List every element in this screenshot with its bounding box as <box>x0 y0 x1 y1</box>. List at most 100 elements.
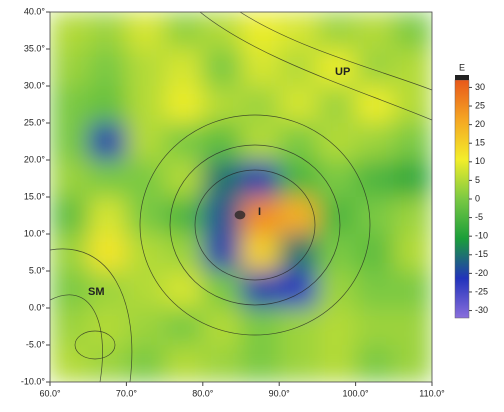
heat-cell <box>394 271 433 309</box>
heat-cell <box>356 49 395 87</box>
heat-cell <box>394 345 433 383</box>
y-tick-label: -10.0° <box>21 376 46 386</box>
y-tick-label: 0.0° <box>29 302 46 312</box>
heat-cell <box>279 12 318 50</box>
heat-cell <box>50 308 89 346</box>
heat-cell <box>356 345 395 383</box>
heat-cell <box>241 345 280 383</box>
center-marker <box>235 211 245 219</box>
heat-cell <box>203 234 242 272</box>
colorbar-title: E <box>459 62 465 72</box>
heat-cell <box>50 86 89 124</box>
y-tick-label: 5.0° <box>29 265 46 275</box>
colorbar-cap <box>455 75 469 80</box>
heat-cell <box>394 197 433 235</box>
heat-cell <box>165 345 204 383</box>
colorbar-tick-label: 20 <box>475 119 485 129</box>
heat-cell <box>241 160 280 198</box>
heat-cell <box>356 308 395 346</box>
heat-cell <box>126 86 165 124</box>
y-tick-label: 30.0° <box>24 80 46 90</box>
heat-cell <box>165 86 204 124</box>
chart: UP I SM E 60.0°70.0°80.0°90.0°100.0°110.… <box>0 0 504 407</box>
heat-cell <box>241 308 280 346</box>
annotation: UP <box>335 66 350 78</box>
x-tick-label: 100.0° <box>343 388 370 398</box>
heat-cell <box>394 234 433 272</box>
y-tick-label: 40.0° <box>24 6 46 16</box>
y-tick-label: 10.0° <box>24 228 46 238</box>
colorbar-tick-label: -30 <box>475 305 488 315</box>
heat-cell <box>50 345 89 383</box>
heat-cell <box>356 86 395 124</box>
heat-cell <box>394 308 433 346</box>
x-tick-label: 60.0° <box>39 388 61 398</box>
heat-cell <box>165 308 204 346</box>
heat-cell <box>126 12 165 50</box>
heat-cell <box>356 197 395 235</box>
colorbar-tick-label: -10 <box>475 231 488 241</box>
heat-cell <box>88 197 127 235</box>
annotation: I <box>258 206 261 218</box>
heat-cell <box>356 271 395 309</box>
heat-cell <box>279 234 318 272</box>
heat-cell <box>394 160 433 198</box>
y-tick-label: 35.0° <box>24 43 46 53</box>
x-tick-label: 110.0° <box>419 388 445 398</box>
x-tick-label: 80.0° <box>192 388 214 398</box>
heat-cell <box>203 49 242 87</box>
heat-cell <box>165 234 204 272</box>
heat-cell <box>317 86 356 124</box>
heat-cell <box>279 49 318 87</box>
x-tick-label: 90.0° <box>269 388 291 398</box>
heat-cell <box>317 271 356 309</box>
heat-cell <box>203 308 242 346</box>
y-tick-label: 25.0° <box>24 117 46 127</box>
heat-cell <box>50 49 89 87</box>
heat-cell <box>279 86 318 124</box>
heat-cell <box>88 308 127 346</box>
heat-cell <box>88 123 127 161</box>
heat-cell <box>126 271 165 309</box>
heat-cell <box>241 49 280 87</box>
colorbar-tick-label: -20 <box>475 268 488 278</box>
colorbar-tick-label: 0 <box>475 193 480 203</box>
heat-cell <box>279 345 318 383</box>
heat-cell <box>165 123 204 161</box>
heat-cell <box>394 123 433 161</box>
colorbar <box>455 80 469 318</box>
heat-cell <box>356 12 395 50</box>
heat-cell <box>394 49 433 87</box>
colorbar-tick-label: 30 <box>475 82 485 92</box>
heat-cell <box>126 160 165 198</box>
heat-cell <box>241 123 280 161</box>
x-tick-label: 70.0° <box>116 388 138 398</box>
heat-cell <box>203 86 242 124</box>
heat-cell <box>241 234 280 272</box>
heat-cell <box>356 160 395 198</box>
heat-cell <box>88 234 127 272</box>
colorbar-tick-label: 10 <box>475 156 485 166</box>
heat-cell <box>317 160 356 198</box>
heat-cell <box>126 308 165 346</box>
heat-cell <box>279 123 318 161</box>
colorbar-tick-label: 25 <box>475 100 485 110</box>
heat-cell <box>50 12 89 50</box>
heat-cell <box>394 12 433 50</box>
heat-cell <box>88 345 127 383</box>
heat-cell <box>165 12 204 50</box>
heat-cell <box>88 49 127 87</box>
heat-cell <box>317 234 356 272</box>
heat-cell <box>203 123 242 161</box>
heat-cell <box>50 234 89 272</box>
colorbar-tick-label: -5 <box>475 212 483 222</box>
annotation: SM <box>88 286 105 298</box>
heat-cell <box>126 123 165 161</box>
heat-cell <box>203 345 242 383</box>
heat-cell <box>165 271 204 309</box>
heat-cell <box>279 197 318 235</box>
heat-cell <box>126 49 165 87</box>
field <box>50 12 433 383</box>
heat-cell <box>317 123 356 161</box>
heat-cell <box>241 86 280 124</box>
